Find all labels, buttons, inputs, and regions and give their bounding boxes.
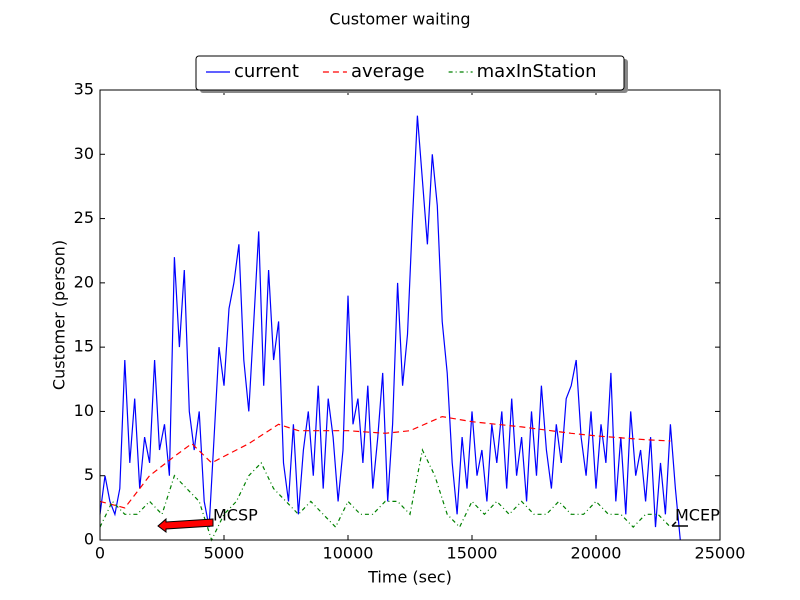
series-line [99,448,671,542]
chart-title: Customer waiting [329,10,470,29]
legend: current average maxInStation [195,55,628,93]
x-axis-label: Time (sec) [367,568,452,587]
annotation: MCSP [213,506,258,525]
y-axis-label: Customer (person) [50,240,69,390]
annotation-arrow [671,521,677,527]
x-tick-label: 5000 [204,544,245,563]
y-tick-label: 0 [84,530,94,549]
y-tick-label: 25 [74,208,94,227]
y-tick-label: 5 [84,465,94,484]
x-tick-label: 10000 [323,544,374,563]
y-tick-label: 35 [74,80,94,99]
legend-label: maxInStation [477,61,597,82]
plot-frame [99,89,721,541]
annotation-arrow [157,517,214,533]
x-tick-label: 0 [95,544,105,563]
annotation: MCEP [675,506,720,525]
series-line [99,115,681,541]
series-line [99,415,671,509]
y-tick-label: 20 [74,272,94,291]
legend-label: average [351,61,425,82]
legend-label: current [234,61,299,82]
legend-box [195,55,625,91]
y-tick-label: 15 [74,337,94,356]
y-tick-label: 10 [74,401,94,420]
x-tick-label: 15000 [447,544,498,563]
y-tick-label: 30 [74,144,94,163]
x-tick-label: 25000 [695,544,746,563]
x-tick-label: 20000 [571,544,622,563]
